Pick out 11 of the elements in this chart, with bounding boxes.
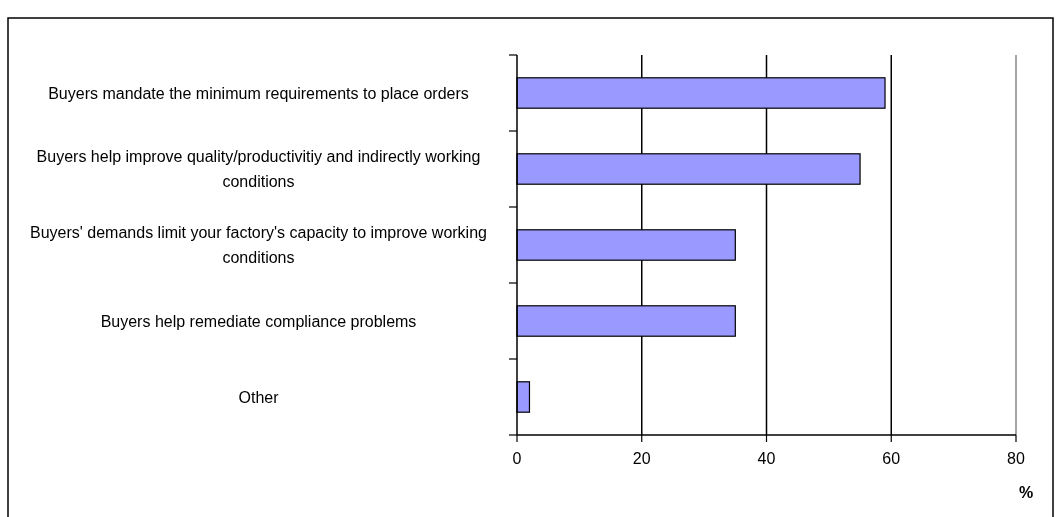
x-tick-label: 80 <box>1007 450 1025 467</box>
x-tick-label: 20 <box>632 450 651 467</box>
x-axis-title: % <box>1018 484 1034 501</box>
y-tick-label: Buyers' demands limit your factory's capacity to improve working conditions <box>30 223 487 267</box>
y-tick-label: Other <box>238 388 280 406</box>
y-tick-label: Buyers help improve quality/productivitiy and indirectly working conditions <box>36 147 481 191</box>
x-tick-label: 60 <box>882 450 901 467</box>
x-tick-label: 40 <box>757 450 776 467</box>
x-tick-label: 0 <box>512 450 522 467</box>
y-tick-label: Buyers help remediate compliance problems <box>100 312 417 330</box>
y-tick-label: Buyers mandate the minimum requirements to place orders <box>48 84 469 102</box>
